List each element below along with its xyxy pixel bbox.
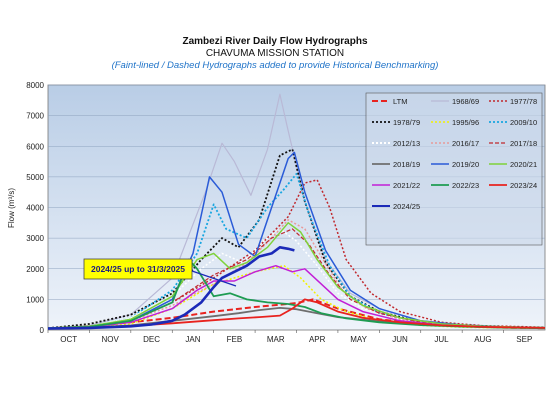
legend-label: 2016/17 xyxy=(452,139,479,148)
legend-label: 2022/23 xyxy=(452,181,479,190)
legend-label: 2024/25 xyxy=(393,202,420,211)
series-line-2009-10 xyxy=(47,172,546,330)
callout: 2024/25 up to 31/3/2025 xyxy=(83,258,237,287)
series-line-1978-79 xyxy=(47,148,546,330)
x-tick-label: SEP xyxy=(516,335,532,344)
x-tick-label: JAN xyxy=(185,335,200,344)
chart-note: (Faint-lined / Dashed Hydrographs added … xyxy=(111,60,439,71)
legend-label: 1977/78 xyxy=(510,97,537,106)
chart-title: Zambezi River Daily Flow Hydrographs xyxy=(182,36,368,47)
y-tick-label: 7000 xyxy=(26,112,44,121)
legend-label: 2021/22 xyxy=(393,181,420,190)
x-tick-label: JUN xyxy=(392,335,408,344)
legend-label: 2012/13 xyxy=(393,139,420,148)
legend-label: 1968/69 xyxy=(452,97,479,106)
legend: LTM 1968/69 1977/78 1978/79 1995/96 2009/10 20… xyxy=(365,92,543,246)
chart-subtitle: CHAVUMA MISSION STATION xyxy=(205,48,345,59)
series-line-2021-22 xyxy=(47,264,546,329)
series-line-2024-25 xyxy=(47,246,295,330)
x-tick-label: NOV xyxy=(101,335,119,344)
x-tick-label: MAR xyxy=(267,335,285,344)
y-tick-label: 6000 xyxy=(26,142,44,151)
legend-label: 2018/19 xyxy=(393,160,420,169)
legend-label: 1978/79 xyxy=(393,118,420,127)
y-axis-label: Flow (m³/s) xyxy=(7,188,16,228)
y-tick-label: 0 xyxy=(40,326,45,335)
legend-label: 2020/21 xyxy=(510,160,537,169)
y-tick-label: 1000 xyxy=(26,295,44,304)
y-tick-label: 5000 xyxy=(26,173,44,182)
x-tick-label: JUL xyxy=(434,335,449,344)
series-line-2020-21 xyxy=(47,222,546,329)
x-tick-labels: OCT NOV DEC JAN FEB MAR APR MAY JUN JUL AUG SEP xyxy=(60,335,532,344)
x-tick-label: DEC xyxy=(143,335,160,344)
legend-box xyxy=(365,92,543,246)
x-tick-label: OCT xyxy=(60,335,77,344)
series-line-2022-23 xyxy=(47,258,546,330)
y-tick-label: 2000 xyxy=(26,265,44,274)
legend-label: 2009/10 xyxy=(510,118,537,127)
chart-title-block: Zambezi River Daily Flow Hydrographs CHA… xyxy=(0,36,550,72)
y-tick-label: 8000 xyxy=(26,81,44,90)
x-tick-label: APR xyxy=(309,335,326,344)
y-tick-label: 3000 xyxy=(26,234,44,243)
y-tick-label: 4000 xyxy=(26,204,44,213)
series-lines xyxy=(47,93,546,330)
legend-label: 1995/96 xyxy=(452,118,479,127)
callout-label: 2024/25 up to 31/3/2025 xyxy=(91,264,185,274)
x-tick-label: AUG xyxy=(474,335,491,344)
x-tick-label: MAY xyxy=(350,335,367,344)
series-line-2016-17 xyxy=(47,219,546,329)
callout-arrow xyxy=(191,270,237,287)
callout-box xyxy=(83,258,193,280)
legend-label: LTM xyxy=(393,97,407,106)
x-tick-label: FEB xyxy=(227,335,243,344)
legend-label: 2019/20 xyxy=(452,160,479,169)
legend-label: 2023/24 xyxy=(510,181,537,190)
legend-label: 2017/18 xyxy=(510,139,537,148)
y-tick-labels: 0 1000 2000 3000 4000 5000 6000 7000 8000 xyxy=(26,81,44,335)
